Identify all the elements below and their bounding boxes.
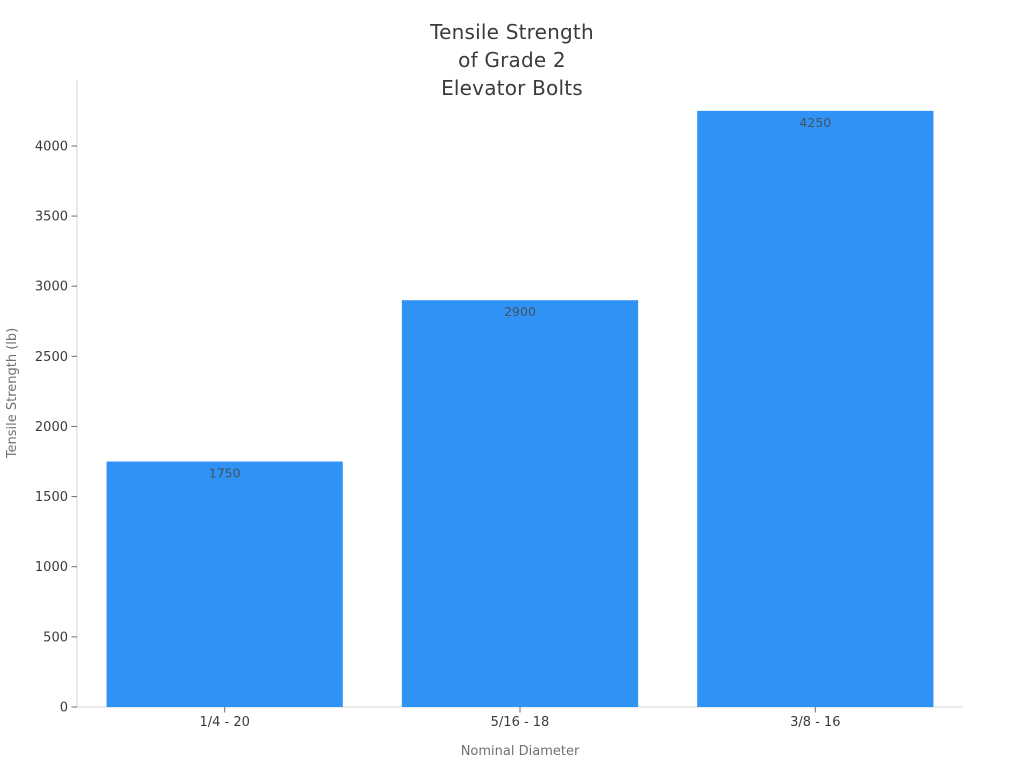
bar-value-label: 4250: [799, 115, 831, 130]
bar: [697, 110, 934, 707]
bar: [401, 300, 639, 707]
y-tick-label: 1500: [35, 490, 68, 505]
y-tick-label: 500: [43, 630, 68, 645]
x-tick-label: 1/4 - 20: [199, 715, 249, 730]
y-tick-label: 2000: [35, 420, 68, 435]
y-tick-label: 3500: [35, 210, 68, 225]
y-tick-label: 3000: [35, 280, 68, 295]
y-tick-label: 4000: [35, 139, 68, 154]
y-axis-title: Tensile Strength (lb): [5, 328, 20, 459]
y-tick-label: 1000: [35, 560, 68, 575]
bar-value-label: 2900: [504, 304, 536, 319]
bar: [106, 461, 343, 707]
chart-title: Tensile Strength of Grade 2 Elevator Bol…: [430, 20, 594, 100]
y-tick-label: 0: [60, 701, 68, 716]
bar-value-label: 1750: [209, 466, 241, 481]
plot-area: 0 500 1000 1500 2000 2500 3000 3500 4000 1750 1/4 …: [35, 80, 963, 730]
y-tick-label: 2500: [35, 350, 68, 365]
x-axis-title: Nominal Diameter: [461, 744, 580, 759]
x-tick-label: 5/16 - 18: [491, 715, 550, 730]
x-tick-label: 3/8 - 16: [790, 715, 840, 730]
